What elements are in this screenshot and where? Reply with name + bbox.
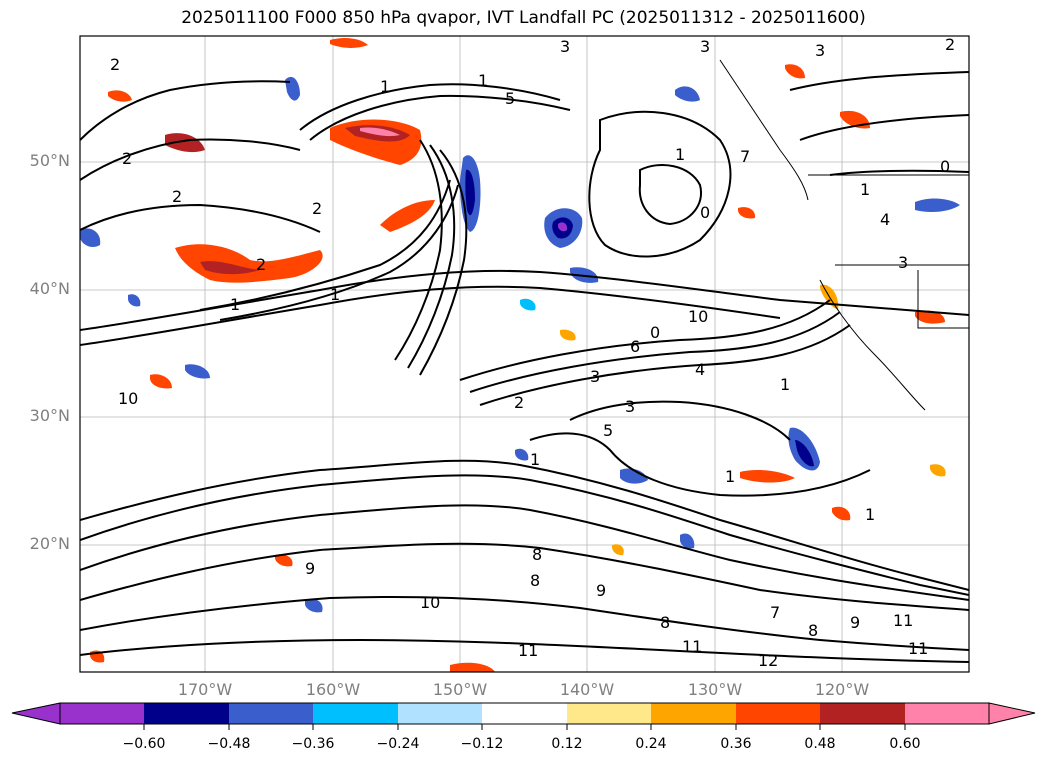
contour-label: 1	[330, 285, 340, 304]
contour-label: 8	[532, 545, 542, 564]
contour-label: 8	[530, 571, 540, 590]
contour-label: 1	[725, 467, 735, 486]
map-border	[79, 35, 970, 673]
colorbar-tick-label: −0.24	[376, 736, 420, 752]
contour-label: 9	[596, 581, 606, 600]
contour-label: 10	[420, 593, 440, 612]
map-frame	[80, 36, 969, 672]
contour-label: 10	[688, 307, 708, 326]
colorbar-segment	[60, 703, 144, 724]
colorbar-segment	[144, 703, 229, 724]
contour-label: 6	[630, 337, 640, 356]
contour-label: 0	[700, 203, 710, 222]
lat-label: 30°N	[29, 406, 70, 425]
contour-label: 7	[770, 603, 780, 622]
contour-label: 3	[700, 37, 710, 56]
lat-label: 40°N	[29, 279, 70, 298]
contour-label: 3	[898, 253, 908, 272]
contour-label: 0	[650, 323, 660, 342]
lat-label: 50°N	[29, 151, 70, 170]
contour-label: 3	[560, 37, 570, 56]
lon-label: 170°W	[177, 680, 233, 699]
contour-label: 1	[860, 180, 870, 199]
contour-label: 2	[172, 187, 182, 206]
colorbar-segment	[313, 703, 398, 724]
colorbar-segment	[229, 703, 313, 724]
colorbar-segment	[398, 703, 482, 724]
contour-label: 11	[518, 641, 538, 660]
contour-label: 11	[682, 637, 702, 656]
contour-label: 0	[940, 157, 950, 176]
contour-label: 5	[505, 89, 515, 108]
contour-label: 12	[758, 651, 778, 670]
contour-label-group: 3 3 3 2 2 1 1 2 2 2 5 1 0 7 1 0 4 1 2 1 …	[110, 35, 955, 670]
contour-label: 11	[893, 611, 913, 630]
lon-label: 150°W	[432, 680, 488, 699]
contour-label: 1	[675, 145, 685, 164]
colorbar-segment	[567, 703, 651, 724]
colorbar-segment	[736, 703, 820, 724]
contour-label: 2	[514, 393, 524, 412]
shaded-patches	[80, 37, 960, 672]
colorbar-tick-label: −0.60	[122, 736, 166, 752]
contour-label: 8	[808, 621, 818, 640]
colorbar-tick-marks	[143, 724, 906, 730]
contour-label: 4	[880, 210, 890, 229]
colorbar	[11, 702, 1036, 730]
figure-title: 2025011100 F000 850 hPa qvapor, IVT Land…	[181, 8, 866, 28]
lon-label: 130°W	[687, 680, 743, 699]
contour-label: 2	[312, 199, 322, 218]
colorbar-segment	[482, 703, 567, 724]
colorbar-segment	[820, 703, 905, 724]
colorbar-extend-high	[988, 702, 1036, 725]
contour-label: 2	[122, 149, 132, 168]
contour-label: 2	[256, 255, 266, 274]
colorbar-segment	[905, 703, 989, 724]
graticule	[80, 36, 969, 672]
contour-label: 2	[945, 35, 955, 54]
colorbar-tick-label: −0.48	[207, 736, 251, 752]
coastlines	[719, 59, 969, 411]
colorbar-tick-label: −0.12	[460, 736, 504, 752]
contour-label: 3	[625, 397, 635, 416]
colorbar-tick-label: 0.24	[635, 736, 667, 752]
contour-label: 10	[118, 389, 138, 408]
colorbar-tick-label: 0.12	[551, 736, 583, 752]
colorbar-segment	[651, 703, 736, 724]
contour-label: 8	[660, 613, 670, 632]
contour-label: 3	[815, 41, 825, 60]
contour-label: 7	[740, 147, 750, 166]
contour-label: 1	[230, 295, 240, 314]
colorbar-extend-low	[11, 702, 61, 725]
contour-label: 1	[865, 505, 875, 524]
contour-label: 1	[780, 375, 790, 394]
contour-lines	[80, 71, 969, 663]
colorbar-tick-label: −0.36	[291, 736, 335, 752]
lat-label: 20°N	[29, 534, 70, 553]
colorbar-tick-label: 0.48	[804, 736, 836, 752]
contour-label: 9	[850, 613, 860, 632]
contour-label: 5	[603, 421, 613, 440]
lon-label: 120°W	[814, 680, 870, 699]
colorbar-tick-label: 0.60	[889, 736, 921, 752]
contour-label: 3	[590, 367, 600, 386]
contour-label: 11	[908, 639, 928, 658]
contour-label: 9	[305, 559, 315, 578]
lon-label: 160°W	[305, 680, 361, 699]
contour-label: 1	[530, 450, 540, 469]
contour-label: 1	[380, 77, 390, 96]
contour-label: 2	[110, 55, 120, 74]
colorbar-tick-label: 0.36	[720, 736, 752, 752]
contour-label: 4	[695, 360, 705, 379]
lon-label: 140°W	[559, 680, 615, 699]
contour-label: 1	[478, 71, 488, 90]
colorbar-outline	[59, 702, 990, 725]
